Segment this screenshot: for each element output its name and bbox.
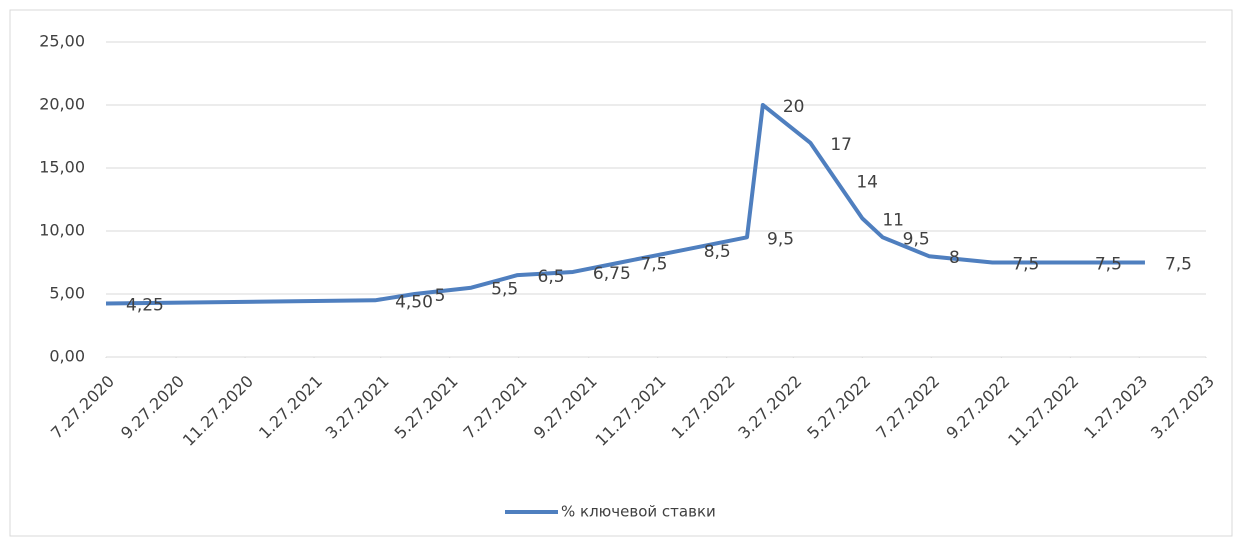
data-label: 11 [882,210,904,230]
legend-label: % ключевой ставки [561,503,716,521]
data-label: 8,5 [704,242,731,262]
data-label: 7,5 [640,255,667,275]
data-label: 6,75 [593,264,631,284]
data-label: 5 [435,286,446,306]
line-series [105,103,1145,306]
y-tick-label: 15,00 [39,158,85,177]
data-label: 8 [949,248,960,268]
data-label: 7,5 [1012,255,1039,275]
data-label: 5,5 [491,280,518,300]
data-label: 17 [830,135,852,155]
data-label: 14 [856,173,878,193]
data-label: 20 [783,97,805,117]
y-tick-label: 25,00 [39,32,85,51]
data-label: 9,5 [903,229,930,249]
data-label: 7,5 [1095,255,1122,275]
y-tick-label: 10,00 [39,221,85,240]
chart-frame [9,9,1233,537]
data-label: 6,5 [538,267,565,287]
data-label: 4,25 [126,295,164,315]
y-tick-label: 0,00 [49,347,85,366]
legend: % ключевой ставки [505,503,716,521]
y-tick-label: 20,00 [39,95,85,114]
data-label: 4,50 [395,292,433,312]
y-tick-label: 5,00 [49,284,85,303]
data-label: 9,5 [767,229,794,249]
data-label: 7,5 [1165,255,1192,275]
